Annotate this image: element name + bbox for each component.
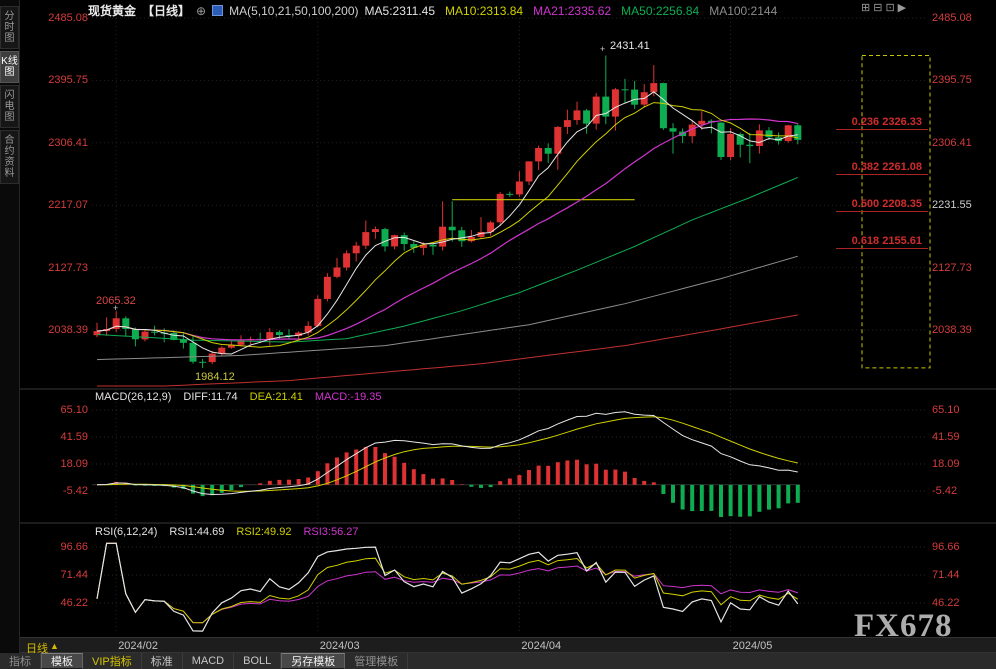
period-selector-label: 日线 — [26, 643, 48, 655]
play-icon[interactable]: ▶ — [897, 2, 907, 14]
toolbar-tab[interactable]: 指标 — [0, 653, 41, 669]
rsi-header-item: RSI(6,12,24) — [95, 526, 158, 538]
watermark: FX678 — [854, 608, 953, 644]
toolbar-tab[interactable]: 模板 — [41, 653, 83, 669]
toolbar-tab[interactable]: MACD — [183, 653, 235, 669]
period-selector[interactable]: 日线 ▲ — [26, 640, 59, 656]
toolbar-tab[interactable]: BOLL — [234, 653, 282, 669]
candlesticks — [93, 55, 802, 368]
bottom-toolbar: 指标 模板 VIP指标 标准 MACD BOLL 另存模板 管理模板 — [0, 653, 996, 669]
macd-header-item: DEA:21.41 — [249, 391, 303, 403]
toolbar-tab[interactable]: 管理模板 — [345, 653, 409, 669]
toolbar-tab[interactable]: 标准 — [142, 653, 183, 669]
ma-value-label: MA100:2144 — [709, 3, 778, 18]
chart-layout-buttons: ⊞ ⊟ ⊡ ▶ — [861, 1, 906, 16]
ma-value-label: MA50:2256.84 — [621, 3, 700, 18]
rsi-header-item: RSI2:49.92 — [236, 526, 292, 538]
symbol-title: 现货黄金 — [88, 4, 137, 18]
xaxis-strip: 日线 ▲ — [0, 637, 996, 656]
sidebar-tab[interactable]: 闪电图 — [0, 85, 19, 128]
rsi-header-item: RSI3:56.27 — [303, 526, 359, 538]
grid-lines — [92, 17, 928, 634]
ma-lines — [96, 91, 798, 387]
ma-value-label: MA10:2313.84 — [445, 3, 524, 18]
macd-header-item: MACD(26,12,9) — [95, 391, 172, 403]
overlay-indicator-icon[interactable] — [212, 5, 224, 16]
toolbar-tab[interactable]: 另存模板 — [281, 653, 346, 669]
period-dropdown-arrow-icon: ▲ — [50, 641, 59, 651]
period-title: 【日线】 — [142, 4, 191, 18]
macd-header-item: DIFF:11.74 — [183, 391, 238, 403]
panel-separators — [20, 388, 996, 524]
macd-header-item: MACD:-19.35 — [314, 391, 382, 403]
left-sidebar: 分时图 K线图闪电图合约资料 — [0, 0, 20, 669]
ma-value-label: MA5:2311.45 — [364, 3, 436, 18]
single-pane-icon[interactable]: ⊡ — [885, 2, 895, 14]
macd-header: MACD(26,12,9) DIFF:11.74 DEA:21.41 MACD:-19… — [95, 391, 381, 403]
sidebar-tab[interactable]: 分时图 — [0, 6, 19, 49]
ma-values: MA5:2311.45 MA10:2313.84 MA21:2335.62 MA50:… — [365, 4, 778, 18]
chart-topbar: 现货黄金 【日线】 ⊕ MA(5,10,21,50,100,200) MA5:2… — [88, 3, 778, 19]
rsi-header: RSI(6,12,24) RSI1:44.69 RSI2:49.92 RSI3:56.… — [95, 526, 359, 538]
toolbar-tab[interactable]: VIP指标 — [83, 653, 142, 669]
ma-value-label: MA21:2335.62 — [533, 3, 612, 18]
expand-icon[interactable]: ⊕ — [196, 3, 207, 18]
macd-plot — [92, 411, 800, 517]
split-horizontal-icon[interactable]: ⊟ — [873, 2, 883, 14]
fibonacci-drawing[interactable] — [861, 55, 931, 369]
grid-2x2-icon[interactable]: ⊞ — [861, 2, 871, 14]
rsi-header-item: RSI1:44.69 — [169, 526, 225, 538]
sidebar-tab[interactable]: 合约资料 — [0, 130, 19, 184]
rsi-plot — [96, 542, 799, 632]
sidebar-tab[interactable]: K线图 — [0, 51, 19, 83]
ma-params-label: MA(5,10,21,50,100,200) — [229, 3, 359, 18]
